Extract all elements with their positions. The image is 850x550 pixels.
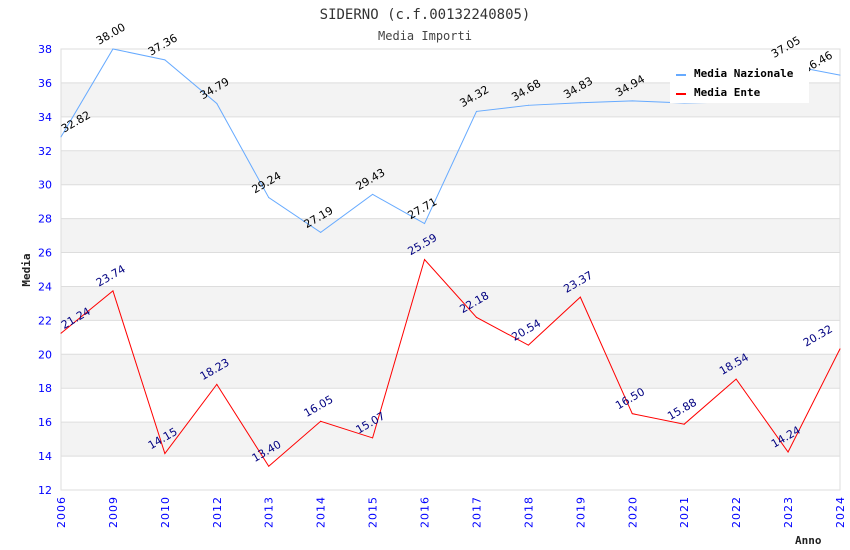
data-point <box>475 316 477 318</box>
grid-band <box>61 286 840 321</box>
y-tick-label: 30 <box>38 179 52 192</box>
data-point <box>112 48 114 50</box>
x-tick-label: 2018 <box>522 496 535 528</box>
x-axis-label: Anno <box>795 534 822 547</box>
data-point <box>735 378 737 380</box>
x-tick-label: 2024 <box>834 496 847 528</box>
data-point <box>164 453 166 455</box>
data-label: 37.36 <box>146 31 180 58</box>
x-tick-label: 2019 <box>574 496 587 528</box>
y-tick-label: 14 <box>38 450 52 463</box>
data-point <box>216 102 218 104</box>
y-tick-label: 24 <box>38 280 52 293</box>
data-point <box>60 332 62 334</box>
chart-title: SIDERNO (c.f.00132240805) <box>320 7 531 23</box>
data-label: 20.32 <box>801 322 835 349</box>
data-label: 37.05 <box>769 34 803 61</box>
data-label: 27.71 <box>406 195 440 222</box>
data-label: 15.88 <box>665 396 699 423</box>
y-tick-label: 20 <box>38 348 52 361</box>
data-point <box>631 413 633 415</box>
data-point <box>320 420 322 422</box>
x-tick-label: 2021 <box>678 496 691 528</box>
legend-label-nazionale: Media Nazionale <box>694 67 794 80</box>
data-label: 16.05 <box>302 393 336 420</box>
y-tick-label: 26 <box>38 247 52 260</box>
data-point <box>424 223 426 225</box>
data-point <box>112 290 114 292</box>
data-point <box>475 110 477 112</box>
data-point <box>60 136 62 138</box>
x-tick-label: 2013 <box>263 496 276 528</box>
y-axis-label: Media <box>20 253 33 286</box>
data-point <box>839 348 841 350</box>
x-tick-label: 2023 <box>782 496 795 528</box>
y-tick-label: 22 <box>38 314 52 327</box>
x-tick-label: 2006 <box>55 496 68 528</box>
x-tick-label: 2014 <box>315 496 328 528</box>
y-tick-label: 38 <box>38 43 52 56</box>
data-point <box>631 100 633 102</box>
data-point <box>372 193 374 195</box>
data-point <box>424 258 426 260</box>
data-point <box>527 104 529 106</box>
x-tick-label: 2017 <box>470 496 483 528</box>
x-tick-label: 2022 <box>730 496 743 528</box>
y-tick-label: 12 <box>38 484 52 497</box>
series-line-ente <box>60 258 841 468</box>
x-tick-label: 2009 <box>107 496 120 528</box>
data-point <box>268 197 270 199</box>
data-point <box>839 74 841 76</box>
data-point <box>579 102 581 104</box>
data-point <box>527 344 529 346</box>
x-tick-label: 2016 <box>419 496 432 528</box>
grid-band <box>61 354 840 389</box>
x-tick-label: 2010 <box>159 496 172 528</box>
legend-swatch-nazionale <box>676 74 686 76</box>
data-point <box>579 296 581 298</box>
data-point <box>164 59 166 61</box>
data-point <box>216 383 218 385</box>
legend-swatch-ente <box>676 93 686 95</box>
data-label: 23.74 <box>94 262 128 289</box>
grid-band <box>61 218 840 253</box>
data-point <box>683 423 685 425</box>
y-tick-label: 32 <box>38 145 52 158</box>
plot-area <box>60 48 841 491</box>
y-tick-label: 36 <box>38 77 52 90</box>
y-tick-label: 18 <box>38 382 52 395</box>
y-tick-label: 16 <box>38 416 52 429</box>
data-point <box>372 437 374 439</box>
legend-label-ente: Media Ente <box>694 86 761 99</box>
x-tick-label: 2012 <box>211 496 224 528</box>
data-point <box>787 451 789 453</box>
legend: Media Nazionale Media Ente <box>670 62 809 103</box>
grid-band <box>61 422 840 457</box>
x-tick-label: 2015 <box>367 496 380 528</box>
data-point <box>320 231 322 233</box>
chart-subtitle: Media Importi <box>378 29 472 43</box>
y-tick-label: 34 <box>38 111 52 124</box>
x-tick-label: 2020 <box>626 496 639 528</box>
y-tick-label: 28 <box>38 213 52 226</box>
data-label: 38.00 <box>94 21 128 48</box>
data-point <box>268 465 270 467</box>
